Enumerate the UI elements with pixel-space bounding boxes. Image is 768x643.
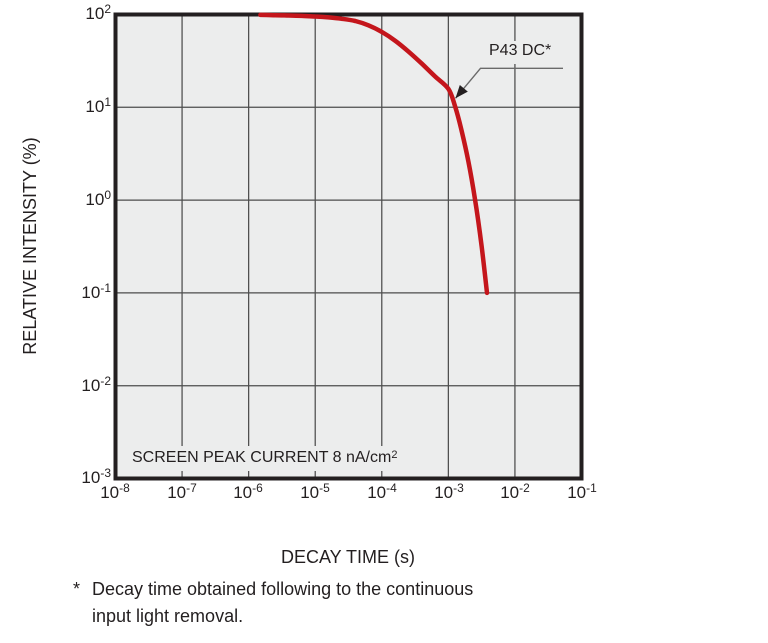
y-tick-label: 102 [0,2,111,25]
screen-current-note: SCREEN PEAK CURRENT 8 nA/cm2 [126,446,404,471]
tick-exponent: -1 [100,281,111,295]
tick-exponent: -7 [186,481,197,495]
x-tick-label: 10-8 [80,481,150,504]
tick-exponent: -3 [453,481,464,495]
tick-base: 10 [434,483,454,502]
tick-base: 10 [85,97,105,116]
curve-annotation-label: P43 DC* [484,41,557,64]
tick-base: 10 [233,483,253,502]
tick-base: 10 [167,483,187,502]
tick-exponent: -2 [100,374,111,388]
screen-current-note-text: SCREEN PEAK CURRENT 8 nA/cm [132,449,392,466]
y-tick-label: 10-2 [0,374,111,397]
annotation-arrowhead-icon [455,84,468,99]
y-tick-label: 10-3 [0,466,111,489]
footnote-text: Decay time obtained following to the con… [92,576,473,630]
tick-base: 10 [85,4,105,23]
tick-exponent: -4 [386,481,397,495]
tick-exponent: -5 [319,481,330,495]
x-tick-label: 10-3 [414,481,484,504]
tick-base: 10 [85,190,105,209]
x-tick-label: 10-1 [547,481,617,504]
x-axis-title: DECAY TIME (s) [280,547,415,567]
x-tick-label: 10-2 [480,481,550,504]
x-tick-label: 10-6 [213,481,283,504]
plot-background [115,14,582,479]
decay-curve [258,12,490,296]
tick-exponent: -8 [119,481,130,495]
tick-base: 10 [500,483,520,502]
footnote-line-1: Decay time obtained following to the con… [92,579,474,599]
tick-base: 10 [81,376,101,395]
tick-exponent: 2 [104,2,111,16]
y-tick-label: 100 [0,188,111,211]
tick-base: 10 [367,483,387,502]
tick-base: 10 [300,483,320,502]
y-tick-label: 10-1 [0,281,111,304]
tick-base: 10 [81,468,101,487]
tick-exponent: -6 [252,481,263,495]
footnote-line-2: input light removal. [92,606,244,626]
tick-base: 10 [81,283,101,302]
tick-exponent: 0 [104,188,111,202]
x-tick-label: 10-5 [280,481,350,504]
screen-current-note-sup: 2 [391,449,398,461]
footnote-marker: * [73,579,81,599]
tick-base: 10 [567,483,587,502]
y-tick-label: 101 [0,95,111,118]
tick-exponent: -1 [586,481,597,495]
annotation-leader-line [454,67,563,99]
footnote: * Decay time obtained following to the c… [73,576,473,630]
x-tick-label: 10-7 [147,481,217,504]
plot-border [113,12,584,481]
x-tick-label: 10-4 [347,481,417,504]
tick-exponent: 1 [104,95,111,109]
tick-exponent: -2 [519,481,530,495]
tick-base: 10 [100,483,120,502]
tick-exponent: -3 [100,466,111,480]
y-axis-title: RELATIVE INTENSITY (%) [20,137,40,355]
